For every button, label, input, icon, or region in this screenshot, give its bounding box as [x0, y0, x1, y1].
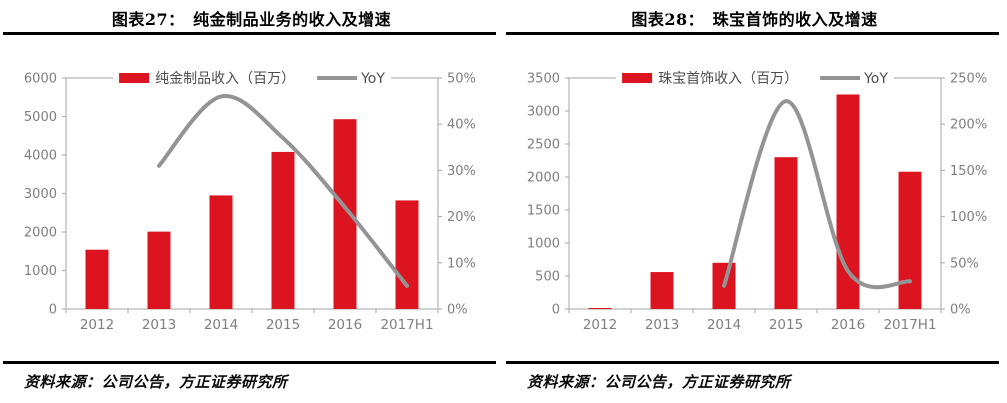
legend-line-label: YoY — [360, 71, 385, 87]
svg-text:150%: 150% — [950, 164, 987, 179]
figure-28-source-note: 资料来源：公司公告，方正证券研究所 — [527, 373, 791, 391]
svg-text:0%: 0% — [447, 303, 468, 318]
legend-bar-label: 纯金制品收入（百万） — [155, 71, 295, 87]
svg-text:2015: 2015 — [769, 317, 803, 333]
chart-28-canvas: 0 500 1000 1500 2000 2500 3000 3500 0% 50% 100% 150… — [527, 69, 987, 334]
svg-text:2016: 2016 — [831, 317, 865, 333]
svg-text:2017H1: 2017H1 — [380, 317, 433, 333]
legend: 珠宝首饰收入（百万） YoY — [616, 69, 894, 87]
svg-text:3000: 3000 — [527, 105, 560, 120]
line-series — [157, 94, 409, 288]
svg-text:50%: 50% — [950, 256, 979, 271]
bar-series — [588, 94, 922, 309]
svg-text:10%: 10% — [447, 256, 476, 271]
axes: 0 500 1000 1500 2000 2500 3000 3500 0% 50% 100% 150… — [527, 72, 987, 334]
chart-27-canvas: 0 1000 2000 3000 4000 5000 6000 0% 10% 20% 30% 40% 5… — [24, 69, 476, 334]
svg-text:2000: 2000 — [527, 171, 560, 186]
legend-bar-swatch — [622, 73, 653, 83]
figure-panel-28: 图表28： 珠宝首饰的收入及增速 0 500 1000 1500 2000 2500 300… — [503, 0, 1006, 403]
svg-text:30%: 30% — [447, 164, 476, 179]
svg-text:1000: 1000 — [527, 237, 560, 252]
svg-text:2017H1: 2017H1 — [883, 317, 936, 333]
svg-text:2500: 2500 — [527, 138, 560, 153]
svg-text:4000: 4000 — [24, 149, 57, 164]
figure-panel-27: 图表27： 纯金制品业务的收入及增速 0 1000 2000 3000 4000 5000… — [0, 0, 503, 403]
svg-text:2012: 2012 — [583, 317, 617, 333]
svg-text:3000: 3000 — [24, 187, 57, 202]
figure-27-title-rule — [3, 32, 496, 35]
svg-text:0: 0 — [552, 303, 560, 318]
svg-text:2014: 2014 — [707, 317, 741, 333]
svg-text:2016: 2016 — [328, 317, 362, 333]
svg-text:2012: 2012 — [80, 317, 114, 333]
svg-text:500: 500 — [535, 270, 560, 285]
figure-28-title-rule — [506, 32, 999, 35]
legend-line-label: YoY — [863, 71, 888, 87]
legend-bar-swatch — [119, 73, 150, 83]
svg-text:2000: 2000 — [24, 226, 57, 241]
svg-text:3500: 3500 — [527, 72, 560, 87]
svg-text:0: 0 — [49, 303, 57, 318]
svg-text:20%: 20% — [447, 210, 476, 225]
svg-text:2013: 2013 — [645, 317, 679, 333]
figure-27-source-note: 资料来源：公司公告，方正证券研究所 — [24, 373, 288, 391]
svg-text:1000: 1000 — [24, 264, 57, 279]
svg-text:2014: 2014 — [204, 317, 238, 333]
svg-text:50%: 50% — [447, 72, 476, 87]
bar-series — [85, 119, 419, 309]
line-series — [722, 99, 912, 290]
svg-text:250%: 250% — [950, 72, 987, 87]
figure-28-footer-rule — [506, 361, 999, 364]
svg-text:2015: 2015 — [266, 317, 300, 333]
svg-text:1500: 1500 — [527, 204, 560, 219]
figure-27-footer-rule — [3, 361, 496, 364]
svg-text:2013: 2013 — [142, 317, 176, 333]
svg-text:0%: 0% — [950, 303, 971, 318]
svg-text:5000: 5000 — [24, 110, 57, 125]
legend: 纯金制品收入（百万） YoY — [113, 69, 391, 87]
figure-27-title: 图表27： 纯金制品业务的收入及增速 — [111, 10, 392, 29]
svg-text:200%: 200% — [950, 118, 987, 133]
axes: 0 1000 2000 3000 4000 5000 6000 0% 10% 20% 30% 40% 5… — [24, 72, 476, 334]
svg-text:40%: 40% — [447, 118, 476, 133]
figure-28-title: 图表28： 珠宝首饰的收入及增速 — [631, 10, 878, 29]
legend-bar-label: 珠宝首饰收入（百万） — [658, 71, 798, 87]
svg-text:6000: 6000 — [24, 72, 57, 87]
svg-text:100%: 100% — [950, 210, 987, 225]
